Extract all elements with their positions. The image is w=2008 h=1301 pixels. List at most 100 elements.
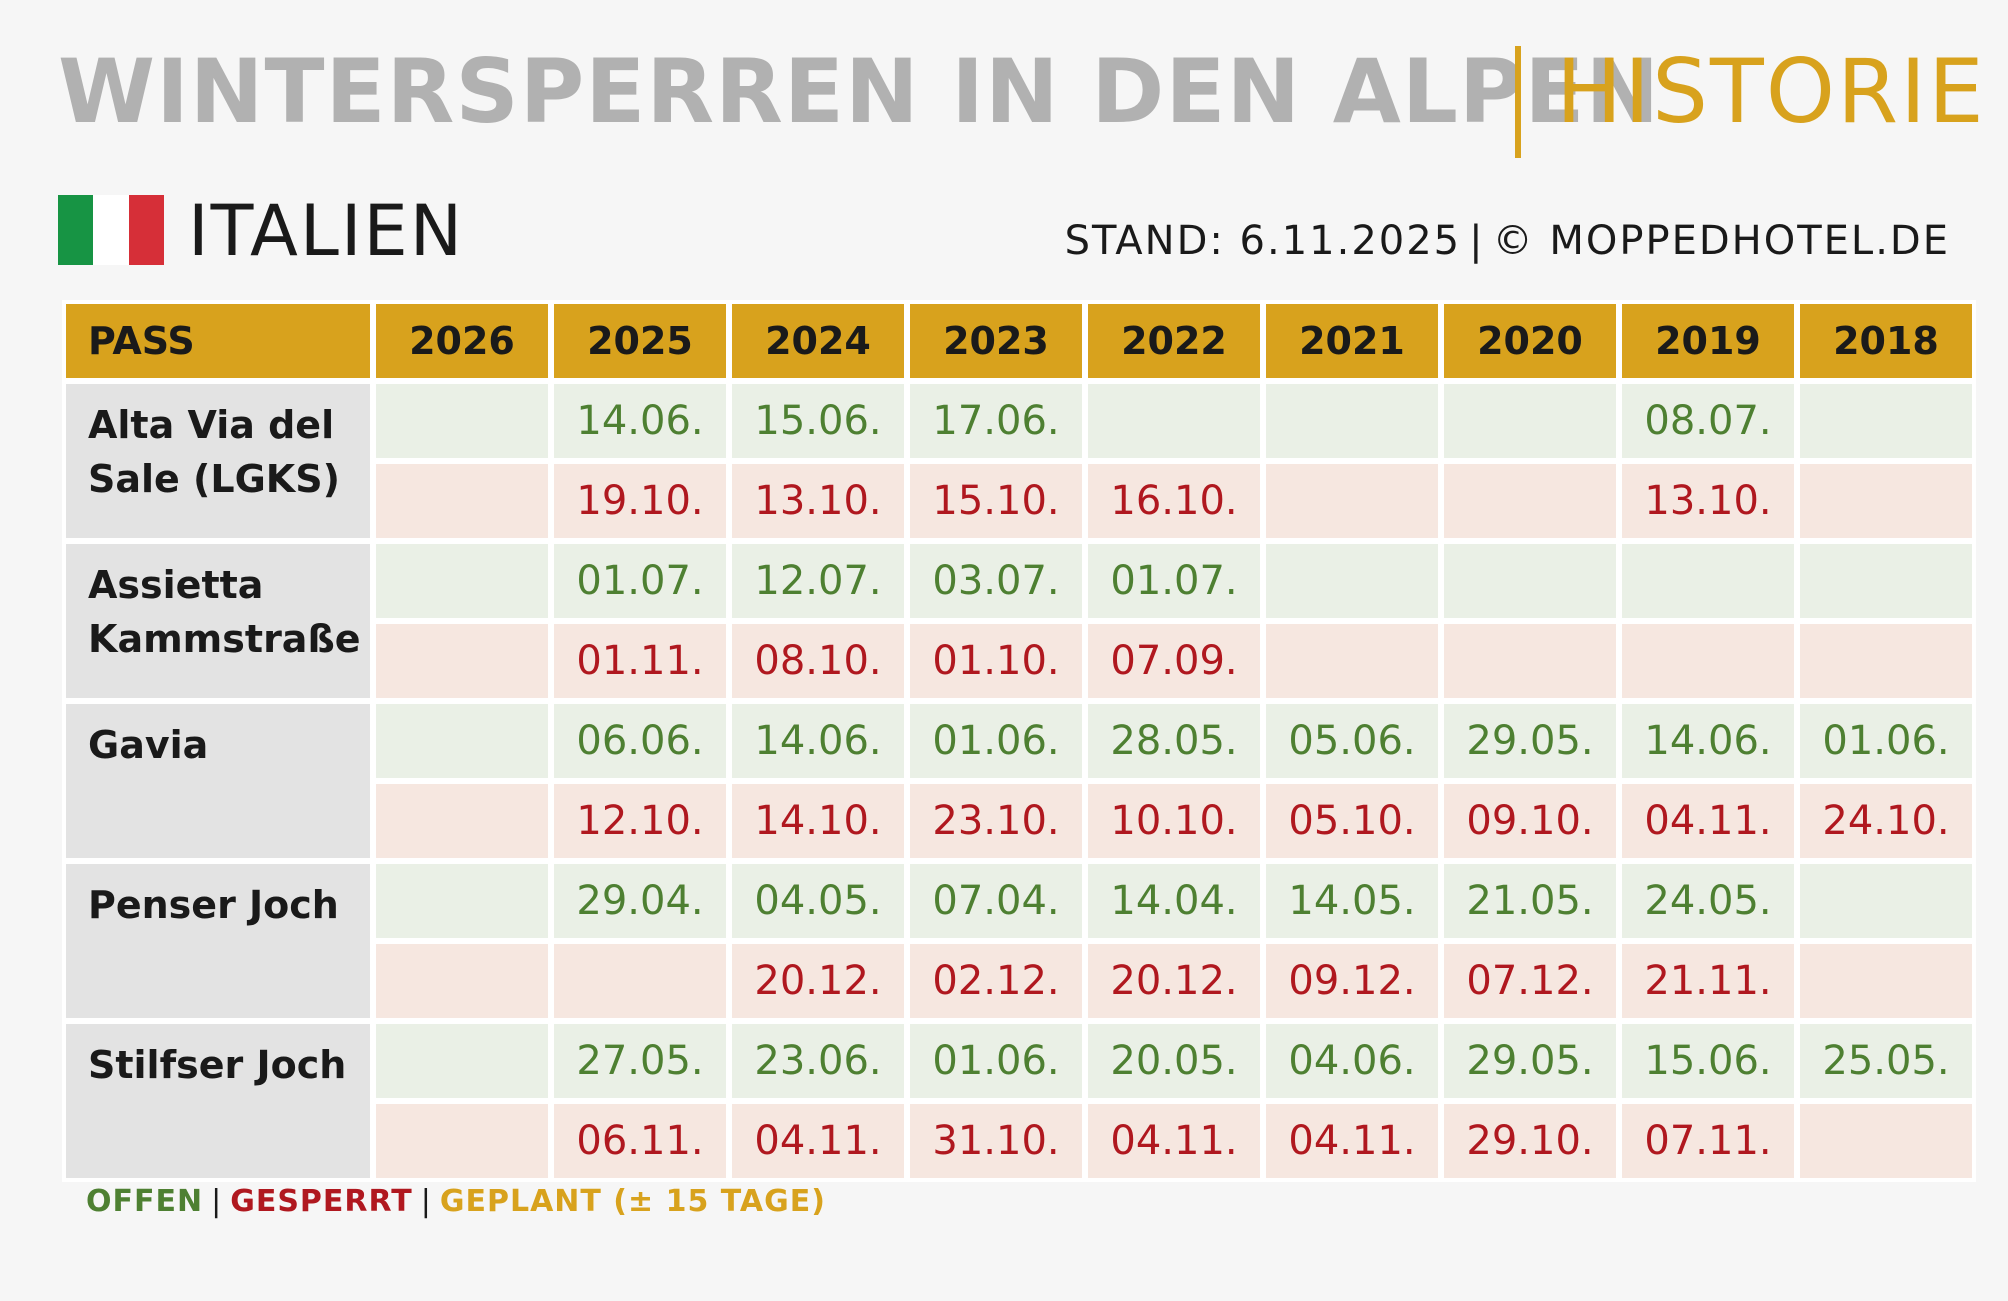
open-date-cell: 04.05. — [732, 864, 904, 938]
copyright: © MOPPEDHOTEL.DE — [1492, 218, 1950, 264]
pass-name: Stilfser Joch — [66, 1024, 370, 1178]
closed-date-cell — [1800, 624, 1972, 698]
closed-date-cell — [1444, 624, 1616, 698]
open-date-cell: 01.06. — [910, 1024, 1082, 1098]
closed-date-cell: 16.10. — [1088, 464, 1260, 538]
closed-date-cell — [376, 1104, 548, 1178]
open-date-cell: 01.06. — [1800, 704, 1972, 778]
closed-date-cell: 31.10. — [910, 1104, 1082, 1178]
closed-date-cell — [1800, 944, 1972, 1018]
pass-name: Assietta Kammstraße — [66, 544, 370, 698]
closed-date-cell: 29.10. — [1444, 1104, 1616, 1178]
legend-open: OFFEN — [86, 1184, 204, 1219]
country-label: ITALIEN — [188, 190, 465, 272]
closed-date-cell — [376, 464, 548, 538]
open-date-cell: 29.05. — [1444, 1024, 1616, 1098]
closed-date-cell: 04.11. — [1088, 1104, 1260, 1178]
open-date-cell: 14.04. — [1088, 864, 1260, 938]
column-header-year: 2024 — [732, 304, 904, 378]
closed-date-cell: 08.10. — [732, 624, 904, 698]
legend-divider: | — [211, 1184, 223, 1219]
column-header-year: 2023 — [910, 304, 1082, 378]
closed-date-cell — [1800, 464, 1972, 538]
open-date-cell — [1800, 384, 1972, 458]
page-title-accent: HISTORIE — [1556, 40, 1986, 143]
closed-date-cell: 01.10. — [910, 624, 1082, 698]
open-date-cell: 01.07. — [1088, 544, 1260, 618]
open-date-cell: 25.05. — [1800, 1024, 1972, 1098]
closed-date-cell: 01.11. — [554, 624, 726, 698]
closed-date-cell — [376, 624, 548, 698]
open-date-cell: 01.07. — [554, 544, 726, 618]
column-header-year: 2025 — [554, 304, 726, 378]
open-date-cell: 14.06. — [554, 384, 726, 458]
closed-date-cell — [554, 944, 726, 1018]
legend: OFFEN | GESPERRT | GEPLANT (± 15 TAGE) — [86, 1184, 826, 1219]
open-date-cell — [376, 704, 548, 778]
open-date-cell: 15.06. — [732, 384, 904, 458]
page-title: WINTERSPERREN IN DEN ALPEN — [58, 40, 1661, 143]
open-date-cell: 05.06. — [1266, 704, 1438, 778]
open-date-cell — [376, 544, 548, 618]
column-header-year: 2019 — [1622, 304, 1794, 378]
open-date-cell: 21.05. — [1444, 864, 1616, 938]
open-date-cell — [1444, 544, 1616, 618]
closed-date-cell: 04.11. — [1266, 1104, 1438, 1178]
closed-date-cell — [1800, 1104, 1972, 1178]
open-date-cell: 08.07. — [1622, 384, 1794, 458]
column-header-pass: PASS — [66, 304, 370, 378]
open-date-cell — [1800, 544, 1972, 618]
closed-date-cell — [1266, 464, 1438, 538]
open-date-cell: 12.07. — [732, 544, 904, 618]
flag-stripe-white — [93, 195, 129, 265]
closed-date-cell: 09.12. — [1266, 944, 1438, 1018]
open-date-cell: 17.06. — [910, 384, 1082, 458]
closed-date-cell — [376, 944, 548, 1018]
closed-date-cell: 09.10. — [1444, 784, 1616, 858]
open-date-cell — [376, 384, 548, 458]
open-date-cell: 29.04. — [554, 864, 726, 938]
status-line: STAND: 6.11.2025 | © MOPPEDHOTEL.DE — [1065, 216, 1950, 266]
closed-date-cell: 05.10. — [1266, 784, 1438, 858]
closed-date-cell — [1444, 464, 1616, 538]
column-header-year: 2018 — [1800, 304, 1972, 378]
closed-date-cell: 13.10. — [732, 464, 904, 538]
open-date-cell: 14.05. — [1266, 864, 1438, 938]
stand-date: STAND: 6.11.2025 — [1064, 218, 1462, 264]
pass-name: Alta Via del Sale (LGKS) — [66, 384, 370, 538]
open-date-cell: 24.05. — [1622, 864, 1794, 938]
open-date-cell: 15.06. — [1622, 1024, 1794, 1098]
closed-date-cell: 10.10. — [1088, 784, 1260, 858]
closed-date-cell — [376, 784, 548, 858]
closed-date-cell: 07.11. — [1622, 1104, 1794, 1178]
open-date-cell — [1622, 544, 1794, 618]
closed-date-cell: 20.12. — [1088, 944, 1260, 1018]
column-header-year: 2020 — [1444, 304, 1616, 378]
closed-date-cell: 07.12. — [1444, 944, 1616, 1018]
legend-divider: | — [420, 1184, 432, 1219]
open-date-cell: 07.04. — [910, 864, 1082, 938]
closed-date-cell: 07.09. — [1088, 624, 1260, 698]
open-date-cell: 03.07. — [910, 544, 1082, 618]
closed-date-cell: 24.10. — [1800, 784, 1972, 858]
open-date-cell: 14.06. — [1622, 704, 1794, 778]
open-date-cell: 04.06. — [1266, 1024, 1438, 1098]
stand-divider: | — [1469, 218, 1485, 264]
closed-date-cell: 15.10. — [910, 464, 1082, 538]
column-header-year: 2026 — [376, 304, 548, 378]
open-date-cell: 01.06. — [910, 704, 1082, 778]
closed-date-cell: 04.11. — [1622, 784, 1794, 858]
flag-stripe-green — [58, 195, 94, 265]
open-date-cell: 23.06. — [732, 1024, 904, 1098]
open-date-cell — [1444, 384, 1616, 458]
closed-date-cell: 13.10. — [1622, 464, 1794, 538]
closed-date-cell: 19.10. — [554, 464, 726, 538]
closed-date-cell: 04.11. — [732, 1104, 904, 1178]
open-date-cell: 28.05. — [1088, 704, 1260, 778]
flag-stripe-red — [128, 195, 164, 265]
pass-name: Gavia — [66, 704, 370, 858]
open-date-cell: 27.05. — [554, 1024, 726, 1098]
open-date-cell — [1800, 864, 1972, 938]
closed-date-cell: 20.12. — [732, 944, 904, 1018]
column-header-year: 2022 — [1088, 304, 1260, 378]
